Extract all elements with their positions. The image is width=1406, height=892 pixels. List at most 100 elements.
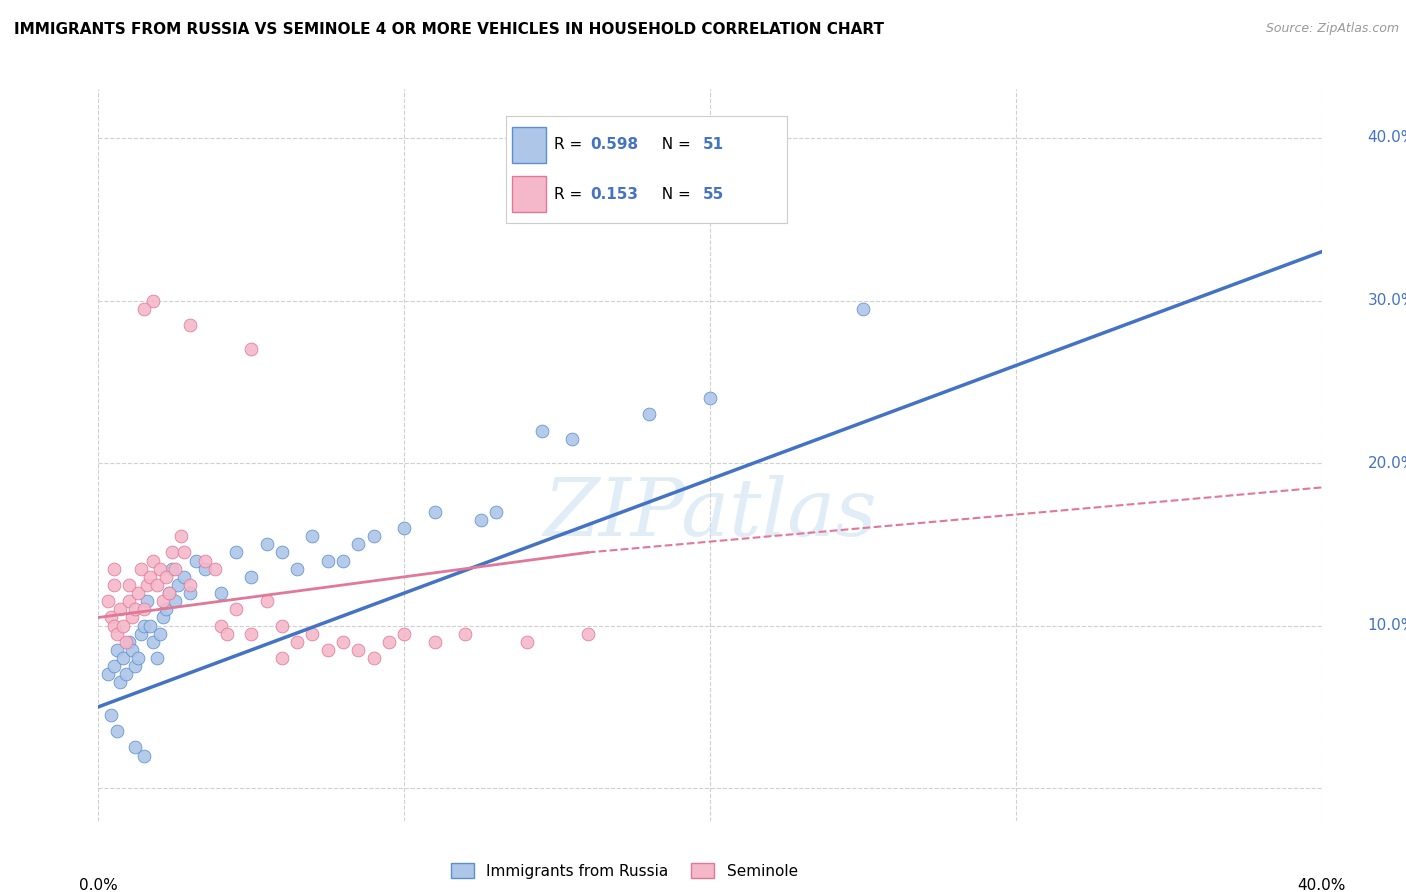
Point — [105, 724, 128, 739]
Point — [392, 626, 416, 640]
Point — [363, 651, 385, 665]
Point — [301, 529, 323, 543]
Text: 40.0%: 40.0% — [1368, 130, 1406, 145]
Point — [142, 635, 165, 649]
Point — [454, 626, 477, 640]
Point — [127, 651, 149, 665]
Point — [124, 602, 146, 616]
Point — [97, 667, 120, 681]
Point — [152, 610, 174, 624]
Point — [134, 748, 156, 763]
Point — [105, 643, 128, 657]
Point — [149, 626, 172, 640]
Point — [103, 618, 125, 632]
Point — [637, 407, 661, 421]
Text: 10.0%: 10.0% — [1368, 618, 1406, 633]
Point — [139, 570, 162, 584]
Point — [301, 626, 323, 640]
Point — [485, 505, 508, 519]
Point — [423, 635, 446, 649]
Text: ZIPatlas: ZIPatlas — [543, 475, 877, 552]
Point — [152, 594, 174, 608]
Point — [240, 570, 263, 584]
Point — [576, 626, 599, 640]
Point — [225, 545, 247, 559]
Point — [179, 318, 201, 332]
Text: R =: R = — [554, 137, 588, 153]
Point — [105, 626, 128, 640]
Point — [256, 594, 278, 608]
Point — [111, 618, 134, 632]
Point — [121, 643, 143, 657]
Point — [204, 562, 226, 576]
Point — [142, 293, 165, 308]
Point — [378, 635, 401, 649]
Point — [160, 562, 183, 576]
Point — [285, 635, 308, 649]
Text: 20.0%: 20.0% — [1368, 456, 1406, 471]
Point — [209, 618, 232, 632]
Point — [118, 578, 141, 592]
Point — [699, 391, 721, 405]
Point — [136, 578, 159, 592]
Point — [256, 537, 278, 551]
Text: 55: 55 — [703, 186, 724, 202]
Point — [170, 529, 193, 543]
Point — [516, 635, 538, 649]
Point — [163, 562, 186, 576]
Point — [316, 643, 339, 657]
Point — [423, 505, 446, 519]
Point — [157, 586, 180, 600]
Text: 51: 51 — [703, 137, 724, 153]
Point — [186, 553, 208, 567]
Text: 40.0%: 40.0% — [1298, 878, 1346, 892]
Point — [136, 594, 159, 608]
Text: R =: R = — [554, 186, 588, 202]
Point — [111, 651, 134, 665]
Point — [134, 618, 156, 632]
Point — [225, 602, 247, 616]
Point — [124, 740, 146, 755]
Point — [194, 553, 217, 567]
Point — [332, 635, 354, 649]
Point — [173, 545, 195, 559]
Text: IMMIGRANTS FROM RUSSIA VS SEMINOLE 4 OR MORE VEHICLES IN HOUSEHOLD CORRELATION C: IMMIGRANTS FROM RUSSIA VS SEMINOLE 4 OR … — [14, 22, 884, 37]
Point — [316, 553, 339, 567]
Point — [118, 635, 141, 649]
Point — [167, 578, 190, 592]
Point — [108, 602, 131, 616]
Point — [103, 659, 125, 673]
Point — [209, 586, 232, 600]
FancyBboxPatch shape — [512, 176, 546, 212]
Text: Source: ZipAtlas.com: Source: ZipAtlas.com — [1265, 22, 1399, 36]
Point — [115, 635, 138, 649]
Text: N =: N = — [652, 137, 696, 153]
Point — [97, 594, 120, 608]
Point — [561, 432, 583, 446]
Point — [163, 594, 186, 608]
Point — [347, 643, 370, 657]
Point — [134, 301, 156, 316]
Point — [240, 626, 263, 640]
Point — [145, 651, 167, 665]
Point — [100, 708, 122, 723]
Point — [129, 562, 152, 576]
Legend: Immigrants from Russia, Seminole: Immigrants from Russia, Seminole — [443, 855, 806, 886]
Point — [852, 301, 875, 316]
Point — [108, 675, 131, 690]
Point — [100, 610, 122, 624]
Point — [134, 602, 156, 616]
Point — [347, 537, 370, 551]
Point — [363, 529, 385, 543]
Point — [121, 610, 143, 624]
Point — [129, 626, 152, 640]
Point — [270, 618, 294, 632]
Point — [142, 553, 165, 567]
Point — [139, 618, 162, 632]
Text: 0.598: 0.598 — [591, 137, 638, 153]
Point — [470, 513, 492, 527]
Point — [332, 553, 354, 567]
Text: 30.0%: 30.0% — [1368, 293, 1406, 308]
Point — [155, 570, 177, 584]
Point — [103, 562, 125, 576]
